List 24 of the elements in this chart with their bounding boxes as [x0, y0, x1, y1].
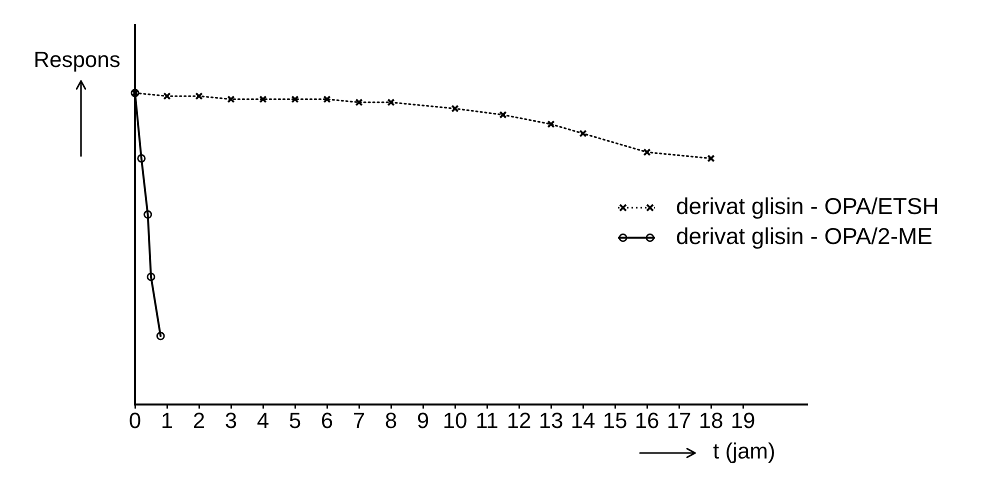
x-tick-label: 5 — [288, 408, 302, 433]
x-tick-label: 4 — [256, 408, 270, 433]
x-tick-label: 1 — [160, 408, 174, 433]
legend-label: derivat glisin - OPA/2-ME — [676, 223, 932, 250]
x-tick-label: 12 — [506, 408, 532, 433]
x-tick-label: 15 — [602, 408, 628, 433]
x-tick-label: 7 — [352, 408, 366, 433]
x-tick-label: 19 — [730, 408, 756, 433]
x-tick-label: 2 — [192, 408, 206, 433]
x-tick-label: 16 — [634, 408, 660, 433]
x-tick-label: 9 — [416, 408, 430, 433]
x-axis-title: t (jam) — [713, 438, 776, 464]
x-tick-label: 3 — [224, 408, 238, 433]
x-tick-label: 0 — [128, 408, 142, 433]
x-tick-label: 10 — [442, 408, 468, 433]
x-tick-label: 17 — [666, 408, 692, 433]
x-tick-label: 14 — [570, 408, 596, 433]
x-tick-label: 18 — [698, 408, 724, 433]
y-axis-title: Respons — [34, 47, 120, 72]
legend-label: derivat glisin - OPA/ETSH — [676, 193, 939, 220]
x-tick-label: 11 — [476, 408, 498, 433]
x-tick-label: 6 — [320, 408, 334, 433]
x-tick-label: 13 — [538, 408, 564, 433]
x-tick-label: 8 — [384, 408, 398, 433]
